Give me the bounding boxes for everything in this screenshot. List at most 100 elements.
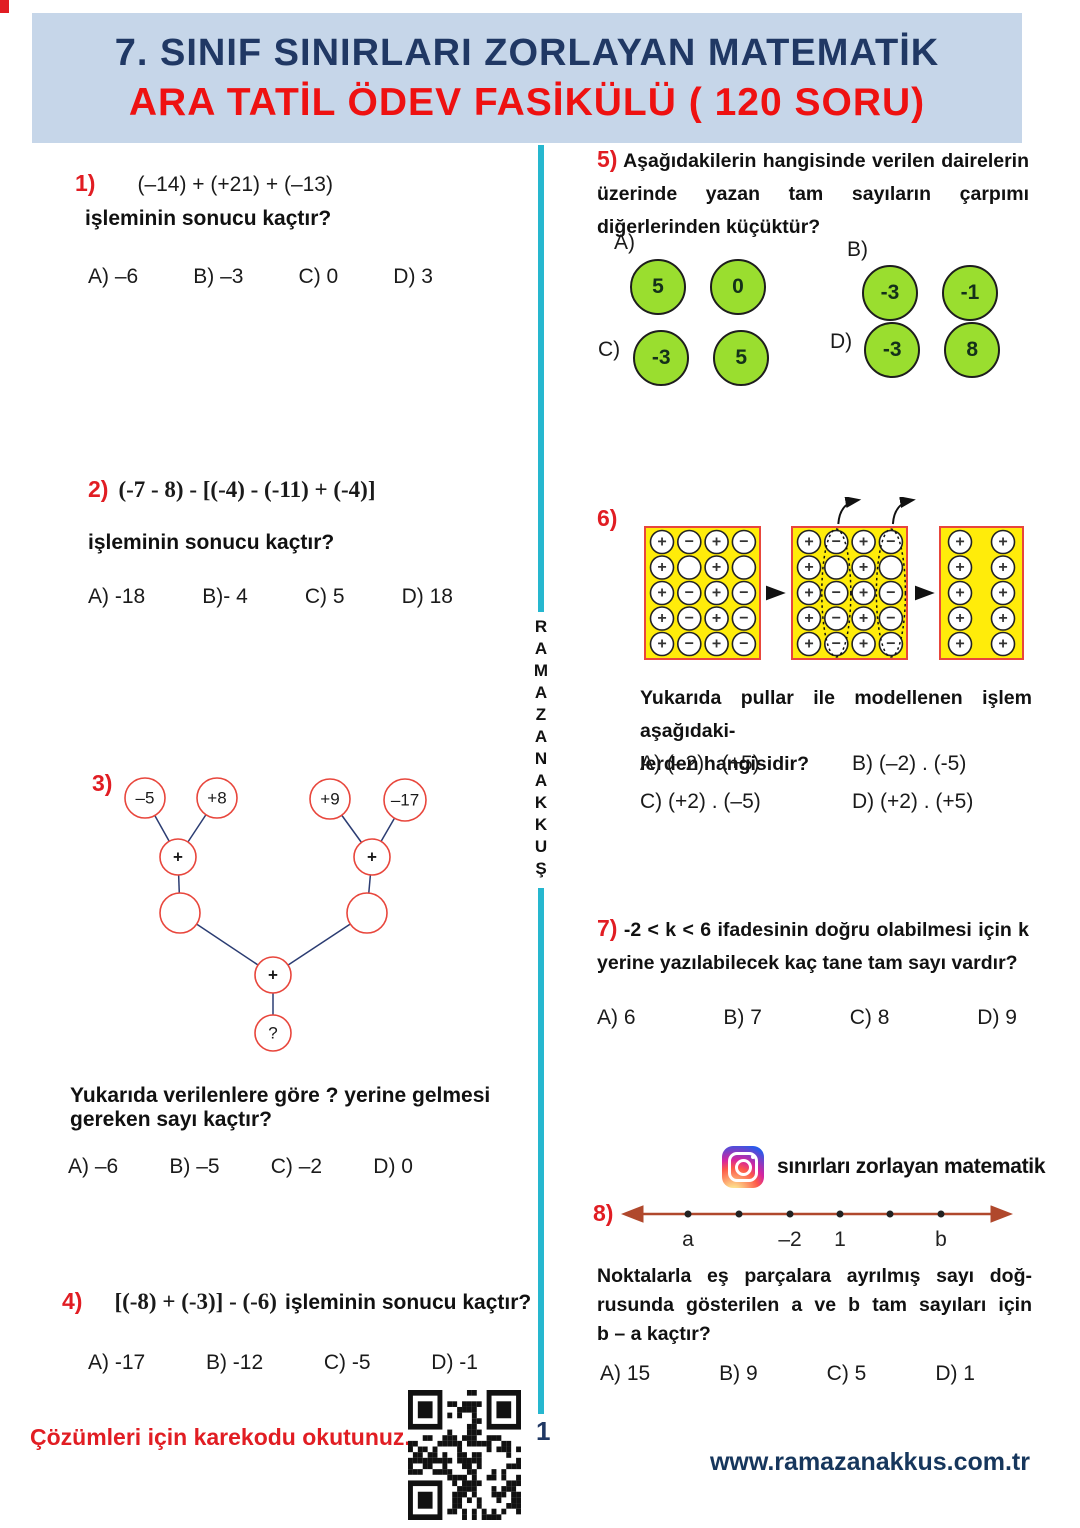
tree-value: –5 bbox=[136, 789, 155, 808]
question-8-number: 8) bbox=[593, 1200, 614, 1226]
option: B)- 4 bbox=[202, 585, 248, 608]
svg-text:+: + bbox=[955, 559, 964, 576]
option: D) 3 bbox=[393, 265, 433, 288]
question-3-options: A) –6 B) –5 C) –2 D) 0 bbox=[68, 1155, 413, 1179]
question-2-number: 2) bbox=[88, 476, 109, 502]
question-1-number: 1) bbox=[75, 170, 96, 196]
header-banner: 7. SINIF SINIRLARI ZORLAYAN MATEMATİK AR… bbox=[32, 13, 1022, 143]
svg-text:+: + bbox=[859, 534, 868, 551]
question-4: 4) [(-8) + (-3)] - (-6) işleminin sonucu… bbox=[62, 1288, 532, 1375]
tick-label: a bbox=[682, 1228, 694, 1251]
question-7-number: 7) bbox=[597, 915, 618, 941]
divider-line-bottom bbox=[538, 888, 544, 1414]
question-6-prompt-line1: Yukarıda pullar ile modellenen işlem aşa… bbox=[640, 687, 1032, 742]
svg-text:−: − bbox=[739, 585, 748, 602]
svg-text:+: + bbox=[859, 636, 868, 653]
question-1-options: A) –6 B) –3 C) 0 D) 3 bbox=[88, 265, 433, 289]
number-circle: 8 bbox=[944, 322, 1001, 378]
qr-caption: Çözümleri için karekodu okutunuz. bbox=[30, 1424, 411, 1450]
option: B) -12 bbox=[205, 1351, 264, 1374]
tree-result: ? bbox=[268, 1024, 277, 1043]
tree-operator: + bbox=[173, 848, 183, 867]
question-5-text-line1: 5) Aşağıdakilerin hangisinde verilen dai… bbox=[597, 143, 1029, 178]
svg-text:+: + bbox=[804, 534, 813, 551]
question-6-options: A) (–2) . (+5) B) (–2) . (-5) C) (+2) . … bbox=[640, 752, 1032, 814]
option: C) 0 bbox=[298, 265, 339, 288]
option: A) -17 bbox=[88, 1351, 146, 1374]
svg-text:+: + bbox=[955, 534, 964, 551]
svg-text:+: + bbox=[712, 559, 721, 576]
instagram-icon bbox=[722, 1146, 764, 1188]
question-5-number: 5) bbox=[597, 146, 618, 172]
question-5-text-line2: üzerinde yazan tam sayıların çarpımı bbox=[597, 183, 1029, 205]
number-circle: 5 bbox=[713, 330, 770, 386]
question-7-text: -2 < k < 6 ifadesinin doğru olabilmesi i… bbox=[623, 919, 1029, 941]
question-5-option-a: A) 5 0 bbox=[614, 231, 766, 315]
svg-text:−: − bbox=[832, 534, 841, 551]
question-5-text-line3: diğerlerinden küçüktür? bbox=[597, 216, 821, 238]
svg-text:+: + bbox=[998, 610, 1007, 627]
svg-text:+: + bbox=[657, 559, 666, 576]
option-label: A) bbox=[614, 231, 635, 254]
instagram-badge: sınırları zorlayan matematik bbox=[722, 1146, 1046, 1188]
question-5-option-b: B) -3 -1 bbox=[847, 238, 998, 321]
svg-text:+: + bbox=[859, 585, 868, 602]
corner-mark bbox=[0, 0, 9, 13]
question-7-options: A) 6 B) 7 C) 8 D) 9 bbox=[597, 1006, 1017, 1030]
option: B) (–2) . (-5) bbox=[852, 752, 967, 775]
svg-text:+: + bbox=[998, 585, 1007, 602]
question-7: 7) -2 < k < 6 ifadesinin doğru olabilmes… bbox=[597, 912, 1029, 1030]
instagram-handle: sınırları zorlayan matematik bbox=[777, 1155, 1046, 1178]
tick-label: –2 bbox=[778, 1228, 801, 1251]
tick-label: 1 bbox=[834, 1228, 846, 1251]
question-1-prompt: işleminin sonucu kaçtır? bbox=[85, 207, 332, 230]
question-3-prompt: Yukarıda verilenlere göre ? yerine gelme… bbox=[70, 1084, 500, 1132]
option: A) 6 bbox=[597, 1006, 636, 1029]
svg-text:−: − bbox=[739, 610, 748, 627]
number-line-points bbox=[684, 1210, 945, 1218]
option-label: C) bbox=[598, 338, 621, 361]
svg-text:−: − bbox=[832, 585, 841, 602]
question-3-number: 3) bbox=[92, 770, 113, 796]
question-6-number: 6) bbox=[597, 505, 618, 531]
tree-node-labels: –5 +8 +9 –17 + + + ? bbox=[136, 789, 420, 1043]
question-6-prompt: Yukarıda pullar ile modellenen işlem aşa… bbox=[640, 682, 1032, 781]
option: A) -18 bbox=[88, 585, 146, 608]
option: B) –5 bbox=[169, 1155, 220, 1178]
svg-text:+: + bbox=[998, 636, 1007, 653]
question-8-text-line2: rusunda gösterilen a ve b tam sayıları i… bbox=[597, 1294, 1032, 1316]
svg-text:−: − bbox=[739, 534, 748, 551]
svg-text:+: + bbox=[804, 610, 813, 627]
svg-text:+: + bbox=[998, 559, 1007, 576]
worksheet-title: 7. SINIF SINIRLARI ZORLAYAN MATEMATİK bbox=[114, 31, 940, 74]
option-label: D) bbox=[830, 330, 853, 353]
svg-text:−: − bbox=[832, 636, 841, 653]
question-2-options: A) -18 B)- 4 C) 5 D) 18 bbox=[88, 585, 453, 609]
tree-operator: + bbox=[367, 848, 377, 867]
question-2-prompt: işleminin sonucu kaçtır? bbox=[88, 531, 335, 554]
number-circle: -3 bbox=[864, 322, 921, 378]
option: D) 0 bbox=[373, 1155, 413, 1178]
svg-text:+: + bbox=[712, 534, 721, 551]
svg-text:−: − bbox=[886, 585, 895, 602]
svg-text:−: − bbox=[685, 585, 694, 602]
svg-text:−: − bbox=[886, 534, 895, 551]
question-5-option-c: C) -3 5 bbox=[598, 330, 770, 386]
option: D) (+2) . (+5) bbox=[852, 790, 974, 813]
instagram-icon-frame bbox=[728, 1152, 758, 1182]
divider-line-top bbox=[538, 145, 544, 612]
svg-text:+: + bbox=[955, 610, 964, 627]
stamps-group: + − + − + + + − + − + − + − + − + − + − + − + + + − + − + − + − + − + − + + + +… bbox=[644, 497, 1024, 660]
option: C) (+2) . (–5) bbox=[640, 790, 761, 813]
question-3-prompt-line1: Yukarıda verilenlere göre ? yerine gelme… bbox=[70, 1084, 491, 1107]
page-number: 1 bbox=[536, 1416, 551, 1446]
option: C) 5 bbox=[304, 585, 345, 608]
question-7-text-line1: 7) -2 < k < 6 ifadesinin doğru olabilmes… bbox=[597, 912, 1029, 947]
tree-value: +9 bbox=[320, 790, 339, 809]
question-4-options: A) -17 B) -12 C) -5 D) -1 bbox=[88, 1351, 478, 1375]
svg-text:+: + bbox=[657, 636, 666, 653]
option: B) 9 bbox=[719, 1362, 758, 1385]
svg-text:+: + bbox=[859, 559, 868, 576]
option: A) 15 bbox=[600, 1362, 651, 1385]
